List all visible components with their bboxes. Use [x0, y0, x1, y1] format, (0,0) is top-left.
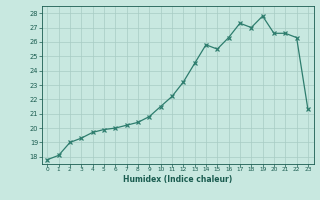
- X-axis label: Humidex (Indice chaleur): Humidex (Indice chaleur): [123, 175, 232, 184]
